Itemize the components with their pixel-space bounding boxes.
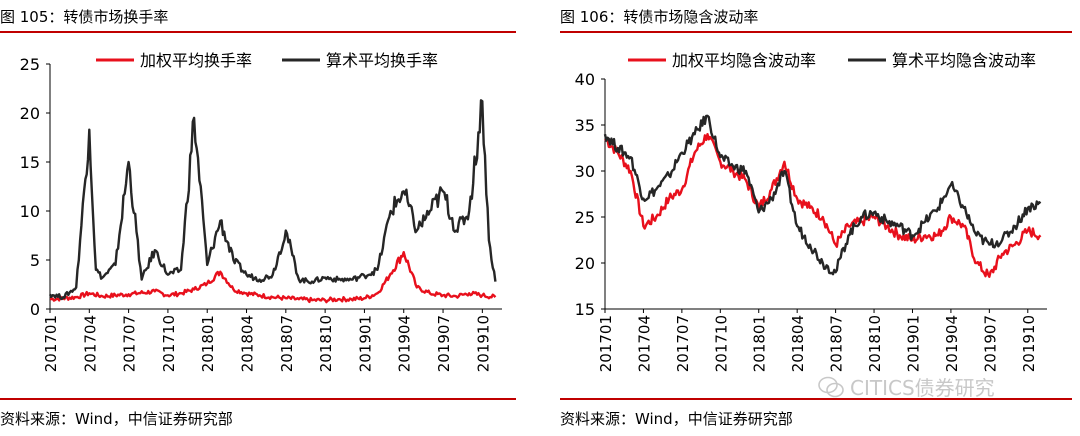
y-tick-label: 10 xyxy=(20,202,40,221)
x-tick-label: 201904 xyxy=(943,315,961,372)
chart-panel-implied-vol: 图 106：转债市场隐含波动率 15 20 25 30 35 40 201701 201704… xyxy=(560,0,1080,436)
x-tick-label: 201701 xyxy=(42,315,60,372)
y-tick-label: 15 xyxy=(575,300,595,319)
x-tick-label: 201710 xyxy=(160,315,178,372)
x-tick-label: 201710 xyxy=(712,315,730,372)
x-tick-label: 201904 xyxy=(396,315,414,372)
x-tick-label: 201804 xyxy=(789,315,807,372)
wechat-icon xyxy=(818,376,844,397)
x-tick-label: 201901 xyxy=(904,315,922,372)
y-tick-label: 20 xyxy=(20,104,40,123)
x-tick-label: 201707 xyxy=(121,315,139,372)
series-line xyxy=(49,251,497,304)
y-tick-label: 0 xyxy=(30,300,40,319)
y-tick-label: 5 xyxy=(30,251,40,270)
y-tick-label: 40 xyxy=(575,70,595,89)
x-tick-label: 201801 xyxy=(751,315,769,372)
x-tick-label: 201807 xyxy=(278,315,296,372)
series-line xyxy=(48,99,497,301)
x-tick-label: 201804 xyxy=(239,315,257,372)
title-rule xyxy=(0,31,516,33)
x-tick-label: 201910 xyxy=(1020,315,1038,372)
x-tick-label: 201801 xyxy=(199,315,217,372)
y-tick-label: 25 xyxy=(575,208,595,227)
chart-implied-vol: 15 20 25 30 35 40 201701 201704 201707 201710 2018… xyxy=(575,51,1047,372)
x-tick-label: 201807 xyxy=(828,315,846,372)
x-tick-label: 201907 xyxy=(981,315,999,372)
source-rule xyxy=(0,398,516,400)
legend-label: 加权平均换手率 xyxy=(140,51,252,70)
x-tick-label: 201704 xyxy=(635,315,653,372)
series-line xyxy=(604,133,1042,278)
source-note: 资料来源：Wind，中信证券研究部 xyxy=(560,410,793,428)
legend-label: 加权平均隐含波动率 xyxy=(672,51,816,70)
x-tick-label: 201810 xyxy=(317,315,335,372)
watermark-text: CITICS债券研究 xyxy=(850,376,995,400)
legend-label: 算术平均换手率 xyxy=(326,51,438,70)
x-tick-label: 201810 xyxy=(866,315,884,372)
x-tick-label: 201701 xyxy=(597,315,615,372)
watermark: CITICS债券研究 xyxy=(818,372,995,401)
x-tick-label: 201910 xyxy=(474,315,492,372)
chart-title: 图 105：转债市场换手率 xyxy=(0,8,169,26)
series-line xyxy=(603,114,1042,276)
chart-turnover: 0 5 10 15 20 25 201701 201704 201707 201710 201801… xyxy=(20,51,502,372)
source-note: 资料来源：Wind，中信证券研究部 xyxy=(0,410,233,428)
x-tick-label: 201907 xyxy=(435,315,453,372)
y-tick-label: 15 xyxy=(20,153,40,172)
y-tick-label: 35 xyxy=(575,116,595,135)
y-tick-label: 30 xyxy=(575,162,595,181)
y-tick-label: 20 xyxy=(575,254,595,273)
title-rule xyxy=(560,31,1072,33)
legend-label: 算术平均隐含波动率 xyxy=(892,51,1036,70)
x-tick-label: 201901 xyxy=(356,315,374,372)
x-tick-label: 201704 xyxy=(81,315,99,372)
y-tick-label: 25 xyxy=(20,55,40,74)
source-rule xyxy=(560,398,1072,400)
x-tick-label: 201707 xyxy=(674,315,692,372)
chart-title: 图 106：转债市场隐含波动率 xyxy=(560,8,759,26)
chart-panel-turnover: 图 105：转债市场换手率 0 5 10 15 20 25 201701 201704 2017… xyxy=(0,0,530,436)
